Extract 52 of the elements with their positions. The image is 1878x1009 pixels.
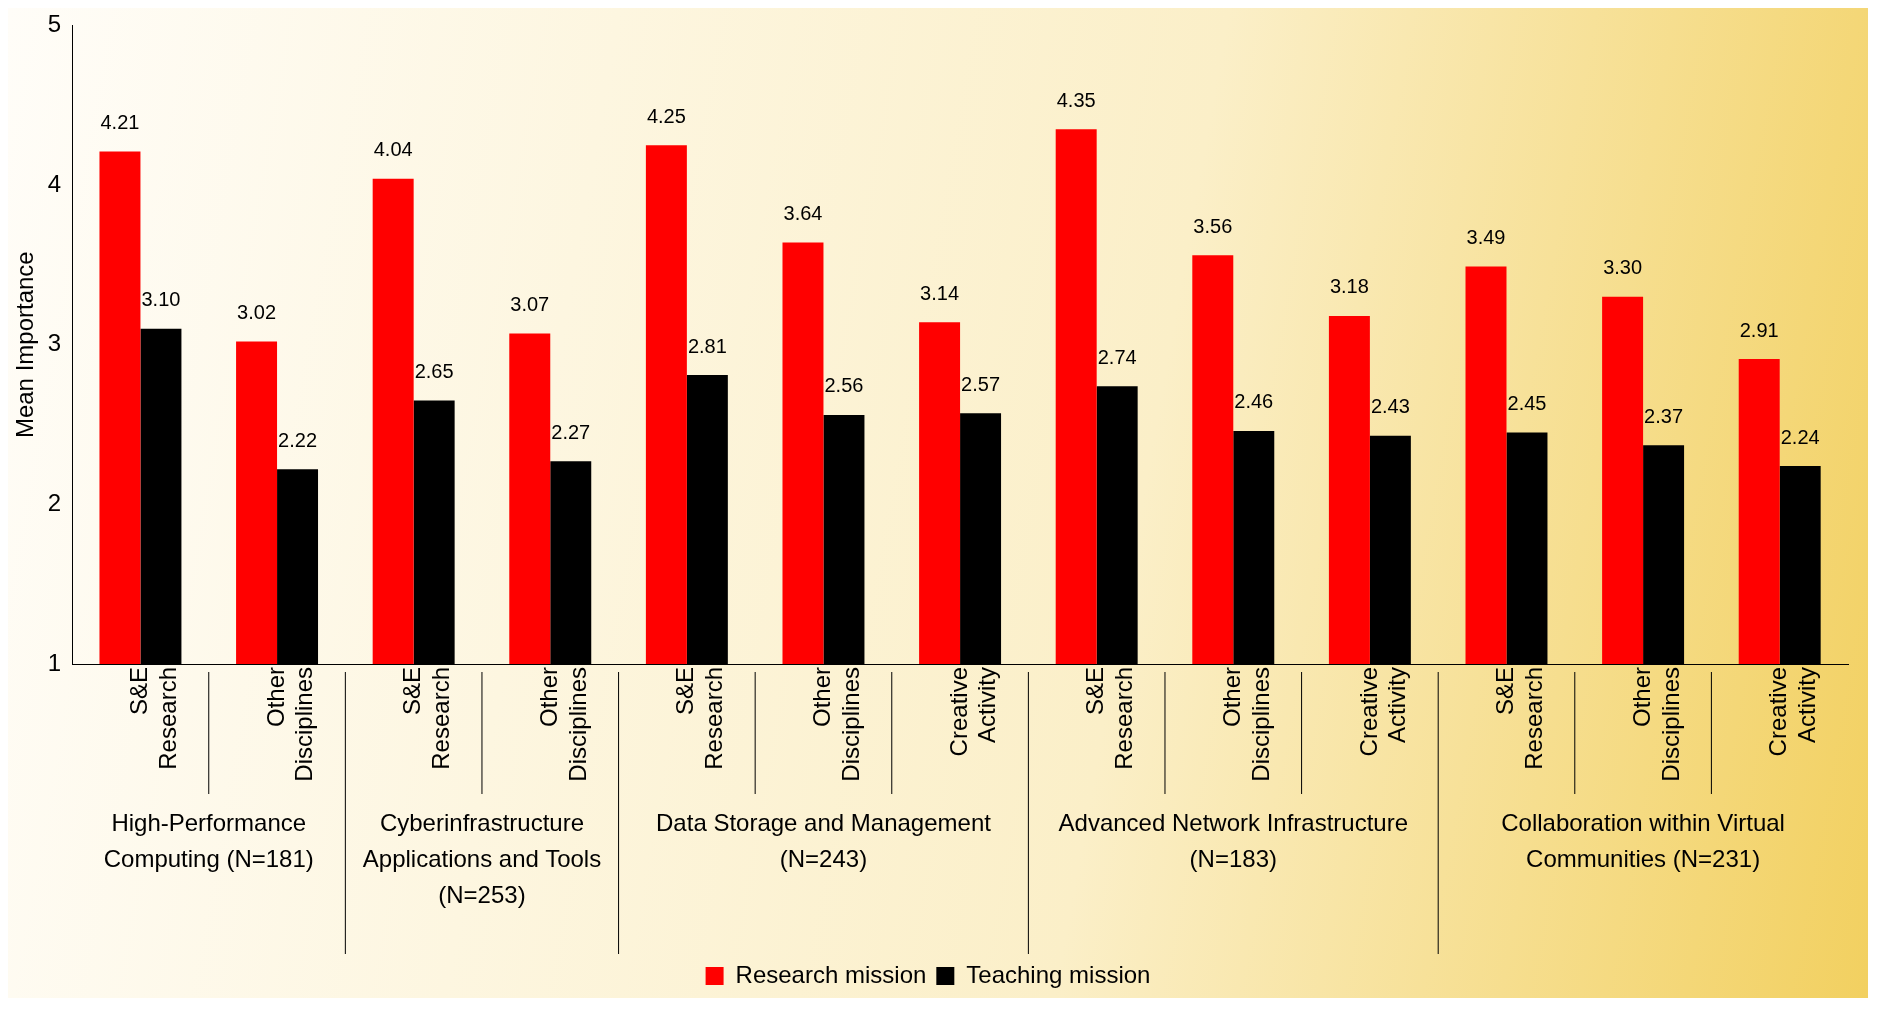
data-label: 3.64 bbox=[783, 202, 823, 225]
x-tick-label: S&E Research bbox=[1081, 667, 1138, 770]
y-axis-title: Mean Importance bbox=[11, 251, 39, 439]
data-label: 2.65 bbox=[414, 360, 454, 383]
data-label: 2.27 bbox=[551, 420, 591, 443]
x-tick-label: Other Disciplines bbox=[534, 667, 591, 782]
x-tick-label: Other Disciplines bbox=[808, 667, 864, 782]
text: High-Performance Computing (N=181) bbox=[103, 808, 314, 872]
text: Collaboration within Virtual Communities (N=231) bbox=[1501, 808, 1785, 872]
data-label: 2.46 bbox=[1234, 390, 1274, 413]
data-label: 2.74 bbox=[1097, 345, 1137, 368]
legend-label: Research mission bbox=[735, 960, 927, 988]
x-tick-label: S&E Research bbox=[125, 667, 181, 770]
data-label: 4.35 bbox=[1056, 88, 1096, 111]
data-label: 4.25 bbox=[646, 104, 686, 127]
data-label: 2.43 bbox=[1370, 395, 1410, 418]
x-tick-label: Other Disciplines bbox=[261, 667, 318, 782]
data-label: 3.14 bbox=[920, 281, 960, 304]
x-tick-label: S&E Research bbox=[1491, 667, 1547, 770]
y-tick-label: 1 bbox=[47, 648, 62, 676]
data-label: 3.07 bbox=[510, 293, 550, 316]
x-tick-label: Creative Activity bbox=[1354, 667, 1411, 757]
x-tick-label: Other Disciplines bbox=[1217, 667, 1274, 782]
data-label: 2.37 bbox=[1644, 404, 1684, 427]
x-tick-label: S&E Research bbox=[398, 667, 455, 770]
y-tick-label: 4 bbox=[47, 169, 62, 197]
legend-label: Teaching mission bbox=[966, 960, 1151, 988]
x-tick-label: Other Disciplines bbox=[1627, 667, 1684, 782]
data-label: 2.56 bbox=[824, 374, 864, 397]
y-tick-label: 2 bbox=[47, 488, 62, 516]
data-label: 2.57 bbox=[961, 372, 1001, 395]
data-label: 3.02 bbox=[237, 301, 277, 324]
text: Cyberinfrastructure Applications and Tools (N=253) bbox=[362, 808, 602, 908]
data-label: 4.04 bbox=[373, 138, 413, 161]
y-tick-label: 3 bbox=[47, 329, 62, 357]
data-label: 3.56 bbox=[1193, 214, 1233, 237]
x-tick-label: Creative Activity bbox=[944, 667, 1001, 757]
data-label: 3.10 bbox=[141, 288, 181, 311]
data-label: 2.22 bbox=[278, 428, 318, 451]
data-label: 3.49 bbox=[1466, 225, 1506, 248]
x-tick-label: S&E Research bbox=[671, 667, 728, 770]
data-label: 2.91 bbox=[1739, 318, 1779, 341]
x-tick-label: Creative Activity bbox=[1764, 667, 1821, 757]
data-label: 4.21 bbox=[100, 111, 140, 134]
y-tick-label: 5 bbox=[47, 10, 62, 38]
data-label: 2.24 bbox=[1780, 425, 1820, 448]
data-label: 2.45 bbox=[1507, 392, 1547, 415]
data-label: 3.18 bbox=[1329, 275, 1369, 298]
text: Advanced Network Infrastructure (N=183) bbox=[1058, 808, 1409, 872]
data-label: 2.81 bbox=[687, 334, 727, 357]
text: Data Storage and Management (N=243) bbox=[656, 808, 992, 872]
data-label: 3.30 bbox=[1603, 256, 1643, 279]
